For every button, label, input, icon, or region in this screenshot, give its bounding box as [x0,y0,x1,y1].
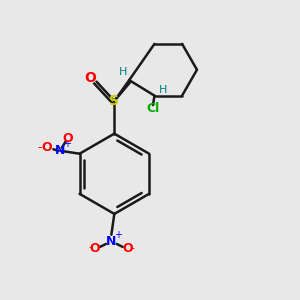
Text: O: O [122,242,133,255]
Text: S: S [109,94,119,108]
Text: Cl: Cl [146,103,160,116]
Text: O: O [41,141,52,154]
Text: N: N [106,235,116,248]
Text: O: O [90,242,100,255]
Text: H: H [118,67,127,77]
Text: -: - [37,141,42,154]
Text: O: O [62,132,73,145]
Text: H: H [159,85,167,95]
Text: -: - [88,242,92,252]
Text: +: + [63,139,71,149]
Text: O: O [84,71,96,85]
Text: -: - [131,243,135,253]
Text: +: + [114,230,122,240]
Text: N: N [55,144,65,157]
